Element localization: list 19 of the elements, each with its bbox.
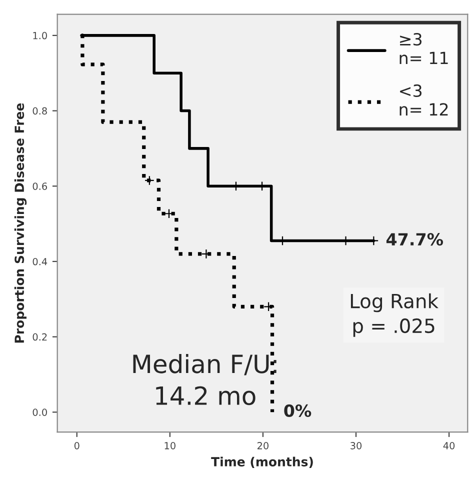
legend-label: <3 n= 12: [400, 84, 448, 116]
x-tick-label: 40: [443, 442, 455, 450]
annotation: 0%: [284, 404, 312, 417]
y-tick-label: 0.0: [32, 408, 47, 416]
y-axis-title: Proportion Surviving Disease Free: [14, 103, 27, 343]
y-tick-label: 0.2: [32, 333, 47, 341]
x-tick-label: 30: [350, 442, 362, 450]
y-tick-label: 0.8: [32, 107, 47, 115]
annotation: Log Rank p = .025: [350, 293, 438, 337]
x-axis-title: Time (months): [211, 456, 313, 468]
x-tick-label: 10: [164, 442, 176, 450]
x-tick-label: 0: [74, 442, 80, 450]
y-tick-label: 0.6: [32, 182, 48, 190]
legend-label: ≥3 n= 11: [400, 32, 448, 64]
y-tick-label: 1.0: [33, 32, 47, 40]
annotation: 47.7%: [386, 232, 444, 246]
annotation: Median F/U: 14.2 mo: [133, 354, 276, 406]
y-tick-label: 0.4: [32, 258, 48, 266]
x-tick-label: 20: [257, 442, 268, 450]
